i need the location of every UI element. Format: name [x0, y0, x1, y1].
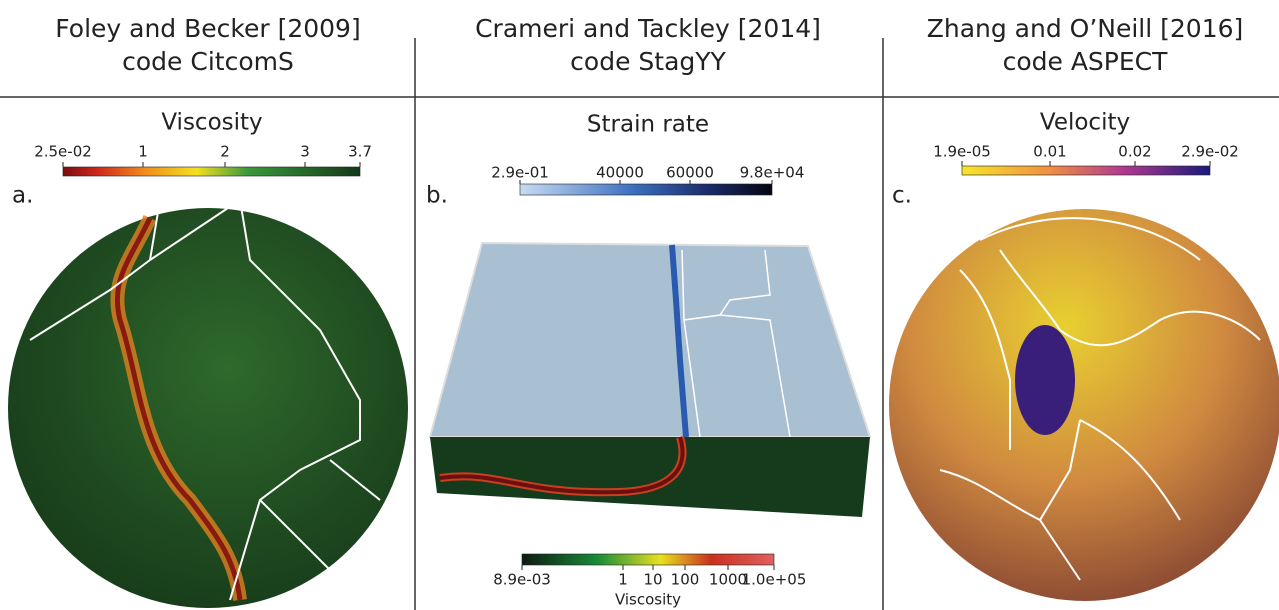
- colorbar-tick-label: 60000: [666, 164, 714, 182]
- colorbar: [521, 553, 775, 566]
- slab: [114, 216, 243, 601]
- plate-boundary: [29, 199, 381, 601]
- model-front: [430, 437, 870, 517]
- colorbar-tick-label: 100: [671, 571, 700, 589]
- colorbar-tick-label: 3.7: [348, 143, 372, 161]
- colorbar-tick-label: 9.8e+04: [740, 164, 805, 182]
- column-code: code CitcomS: [122, 47, 294, 76]
- panel-letter: a.: [12, 183, 33, 209]
- colorbar-tick-label: 2.9e-02: [1181, 143, 1239, 161]
- colorbar-tick-label: 3: [300, 143, 310, 161]
- colorbar-tick-label: 0.02: [1118, 143, 1151, 161]
- model-top: [428, 241, 872, 438]
- fast-region: [1015, 325, 1075, 435]
- colorbar: [961, 165, 1211, 176]
- colorbar-tick-label: 2.5e-02: [34, 143, 92, 161]
- colorbar-tick-label: 2: [220, 143, 230, 161]
- column-code: code StagYY: [570, 47, 726, 76]
- colorbar-tick-label: 1000: [709, 571, 747, 589]
- colorbar-label: Viscosity: [615, 591, 681, 609]
- panel-letter: b.: [426, 183, 448, 209]
- column-title: Zhang and O’Neill [2016]: [927, 14, 1244, 43]
- colorbar-label: Velocity: [1040, 110, 1130, 136]
- colorbar-tick-label: 1.9e-05: [933, 143, 991, 161]
- sphere: [8, 208, 408, 608]
- column-title: Crameri and Tackley [2014]: [475, 14, 821, 43]
- panel-letter: c.: [892, 183, 912, 209]
- colorbar: [519, 183, 773, 196]
- colorbar-label: Viscosity: [161, 110, 262, 136]
- trench: [669, 244, 689, 438]
- slab: [439, 436, 685, 495]
- colorbar-label: Strain rate: [587, 112, 709, 138]
- colorbar-tick-label: 8.9e-03: [493, 571, 551, 589]
- colorbar-tick-label: 1.0e+05: [742, 571, 807, 589]
- sphere: [889, 209, 1279, 601]
- colorbar-tick-label: 0.01: [1033, 143, 1066, 161]
- colorbar-tick-label: 1: [618, 571, 628, 589]
- plate-boundary: [681, 249, 791, 438]
- colorbar-tick-label: 40000: [596, 164, 644, 182]
- colorbar: [62, 166, 361, 177]
- colorbar-tick-label: 2.9e-01: [491, 164, 549, 182]
- colorbar-tick-label: 10: [643, 571, 662, 589]
- colorbar-tick-label: 1: [138, 143, 148, 161]
- column-title: Foley and Becker [2009]: [55, 14, 360, 43]
- plate-boundary: [939, 217, 1261, 581]
- column-code: code ASPECT: [1003, 47, 1169, 76]
